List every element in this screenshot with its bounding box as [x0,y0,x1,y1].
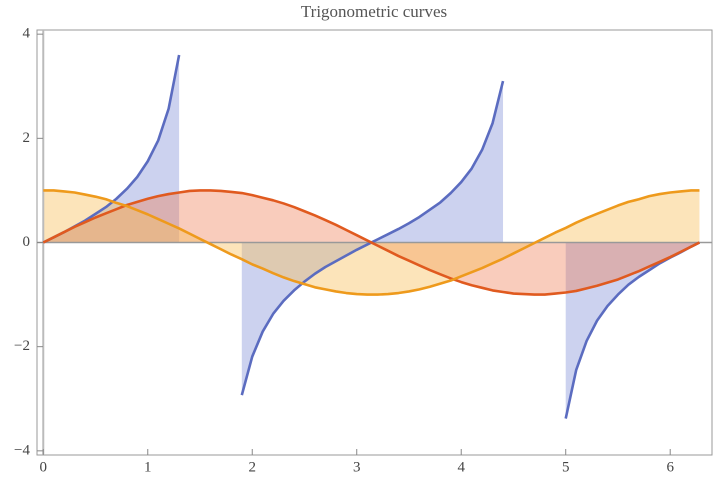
x-tick-label: 0 [40,459,48,475]
y-tick-label: 0 [23,234,31,250]
x-tick-label: 3 [353,459,361,475]
x-tick-label: 2 [248,459,256,475]
y-tick-label: −2 [14,338,30,354]
y-tick-label: −4 [14,442,30,458]
x-tick-label: 5 [562,459,570,475]
area-fill [241,81,504,396]
chart-title: Trigonometric curves [301,2,447,21]
x-tick-label: 6 [666,459,674,475]
x-tick-label: 4 [457,459,465,475]
y-tick-label: 4 [23,26,31,42]
y-tick-label: 2 [23,130,31,146]
x-tick-label: 1 [144,459,152,475]
area-fill [565,242,700,419]
curve [43,189,700,296]
area-fill [43,55,180,243]
curve [42,189,701,296]
